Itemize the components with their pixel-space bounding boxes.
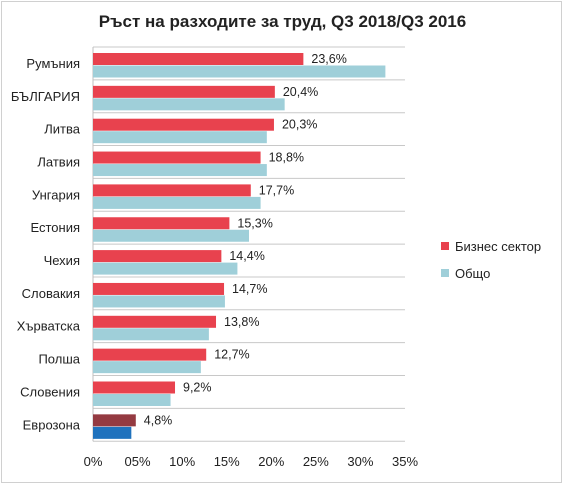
category-label: Чехия [44,253,80,268]
x-tick-label: 20% [258,454,284,469]
data-label: 15,3% [237,216,272,230]
bar-total [93,196,261,209]
bar-business-sector [93,217,230,230]
legend-label: Общо [455,266,490,281]
chart-title: Ръст на разходите за труд, Q3 2018/Q3 20… [98,12,467,31]
bar-total [93,262,238,275]
bar-business-sector [93,414,136,427]
data-label: 23,6% [311,52,346,66]
bar-business-sector [93,184,251,197]
x-tick-label: 15% [214,454,240,469]
legend-swatch [441,242,449,250]
category-label: Унгария [32,187,80,202]
data-label: 14,4% [229,249,264,263]
bar-business-sector [93,151,261,164]
x-tick-label: 10% [169,454,195,469]
legend-swatch [441,269,449,277]
data-label: 13,8% [224,315,259,329]
category-label: Словения [20,384,80,399]
category-label: Хърватска [17,319,81,334]
bar-business-sector [93,85,275,98]
data-label: 20,4% [283,85,318,99]
bar-total [93,65,386,78]
category-label: Румъния [26,56,80,71]
category-label: Полша [38,352,80,367]
bar-total [93,426,132,439]
category-label: Латвия [37,154,80,169]
data-label: 17,7% [259,183,294,197]
bar-business-sector [93,315,217,328]
bar-business-sector [93,250,222,263]
bar-total [93,394,171,406]
bar-total [93,295,225,308]
bar-total [93,328,209,341]
category-label: Словакия [22,286,80,301]
data-label: 18,8% [269,151,304,165]
category-label: Еврозона [23,417,81,432]
data-label: 20,3% [282,118,317,132]
bar-business-sector [93,348,207,361]
category-label: Естония [30,220,80,235]
bar-business-sector [93,118,274,131]
data-label: 4,8% [144,413,173,427]
category-label: БЪЛГАРИЯ [11,89,80,104]
data-label: 9,2% [183,381,212,395]
x-tick-label: 30% [347,454,373,469]
category-label: Литва [44,122,81,137]
bar-total [93,229,249,242]
bar-total [93,164,267,177]
legend-label: Бизнес сектор [455,239,541,254]
bar-business-sector [93,282,225,295]
data-label: 14,7% [232,282,267,296]
x-tick-label: 05% [125,454,151,469]
bar-business-sector [93,381,176,394]
x-tick-label: 35% [392,454,418,469]
bar-total [93,131,267,144]
data-label: 12,7% [214,348,249,362]
bar-business-sector [93,53,304,65]
x-tick-label: 25% [303,454,329,469]
x-tick-label: 0% [84,454,103,469]
bar-total [93,98,285,111]
bar-total [93,361,201,374]
